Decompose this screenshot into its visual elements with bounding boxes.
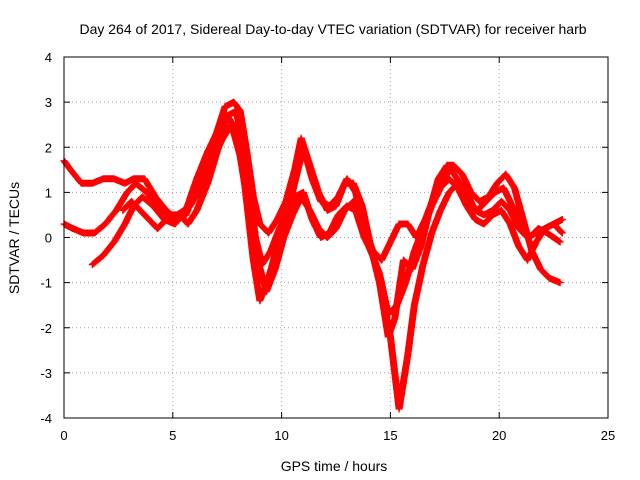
- y-tick-label: 1: [45, 185, 52, 200]
- series-track-4: [119, 121, 566, 318]
- x-axis-label: GPS time / hours: [281, 458, 388, 474]
- series-markers: [60, 107, 564, 269]
- y-tick-label: -4: [40, 411, 52, 426]
- series-layer: [60, 98, 566, 413]
- series-markers: [119, 121, 566, 318]
- chart-title: Day 264 of 2017, Sidereal Day-to-day VTE…: [79, 21, 586, 37]
- series-track-2: [60, 107, 564, 269]
- series-track-3: [88, 112, 566, 413]
- x-tick-label: 5: [169, 428, 176, 443]
- y-tick-label: -3: [40, 366, 52, 381]
- tick-layer: 0 5 10 15 20 25 -4 -3 -2 -1 0 1 2 3 4: [40, 50, 615, 443]
- y-tick-label: 3: [45, 95, 52, 110]
- x-tick-label: 15: [383, 428, 397, 443]
- y-tick-label: -1: [40, 276, 52, 291]
- grid-layer: [64, 57, 608, 418]
- x-tick-label: 25: [601, 428, 615, 443]
- series-markers: [88, 112, 566, 413]
- y-axis-label: SDTVAR / TECUs: [6, 182, 22, 294]
- y-tick-label: 2: [45, 140, 52, 155]
- y-tick-label: -2: [40, 321, 52, 336]
- x-tick-label: 20: [492, 428, 506, 443]
- y-tick-label: 4: [45, 50, 52, 65]
- x-tick-label: 10: [274, 428, 288, 443]
- x-tick-label: 0: [60, 428, 67, 443]
- y-tick-label: 0: [45, 231, 52, 246]
